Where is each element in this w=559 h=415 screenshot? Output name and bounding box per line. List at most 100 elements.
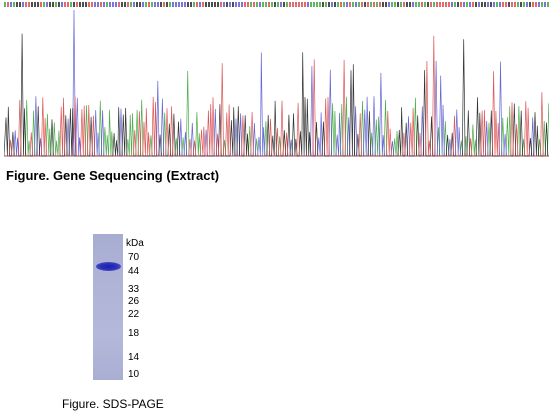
base-call-mark [91, 2, 93, 7]
base-call-mark [196, 2, 198, 7]
chromatogram-traces [4, 9, 549, 157]
base-call-mark [103, 2, 105, 7]
base-call-mark [67, 2, 69, 7]
base-call-mark [52, 2, 54, 7]
base-call-mark [202, 2, 204, 7]
base-call-mark [469, 2, 471, 7]
base-call-mark [208, 2, 210, 7]
base-call-mark [442, 2, 444, 7]
base-call-row [4, 2, 549, 7]
sds-page-gel: kDa 70 44 33 26 22 18 14 10 [88, 230, 228, 390]
base-call-mark [499, 2, 501, 7]
base-call-mark [445, 2, 447, 7]
base-call-mark [397, 2, 399, 7]
base-call-mark [124, 2, 126, 7]
base-call-mark [61, 2, 63, 7]
base-call-mark [241, 2, 243, 7]
marker-label: 22 [128, 309, 140, 320]
base-call-mark [238, 2, 240, 7]
base-call-mark [130, 2, 132, 7]
base-call-mark [370, 2, 372, 7]
base-call-mark [73, 2, 75, 7]
base-call-mark [22, 2, 24, 7]
base-call-mark [493, 2, 495, 7]
base-call-mark [367, 2, 369, 7]
base-call-mark [310, 2, 312, 7]
base-call-mark [205, 2, 207, 7]
marker-label: 70 [128, 252, 140, 263]
base-call-mark [385, 2, 387, 7]
base-call-mark [430, 2, 432, 7]
base-call-mark [55, 2, 57, 7]
base-call-mark [70, 2, 72, 7]
base-call-mark [106, 2, 108, 7]
base-call-mark [232, 2, 234, 7]
marker-label: 26 [128, 296, 140, 307]
base-call-mark [115, 2, 117, 7]
base-call-mark [328, 2, 330, 7]
base-call-mark [373, 2, 375, 7]
base-call-mark [523, 2, 525, 7]
base-call-mark [187, 2, 189, 7]
base-call-mark [475, 2, 477, 7]
base-call-mark [265, 2, 267, 7]
base-call-mark [289, 2, 291, 7]
base-call-mark [379, 2, 381, 7]
base-call-mark [415, 2, 417, 7]
base-call-mark [76, 2, 78, 7]
base-call-mark [304, 2, 306, 7]
base-call-mark [40, 2, 42, 7]
base-call-mark [7, 2, 9, 7]
base-call-mark [274, 2, 276, 7]
base-call-mark [508, 2, 510, 7]
sds-page-caption: Figure. SDS-PAGE [62, 397, 164, 411]
kda-label: kDa [126, 238, 144, 249]
base-call-mark [82, 2, 84, 7]
base-call-mark [487, 2, 489, 7]
base-call-mark [538, 2, 540, 7]
base-call-mark [25, 2, 27, 7]
base-call-mark [502, 2, 504, 7]
base-call-mark [37, 2, 39, 7]
gel-lane [93, 234, 123, 380]
base-call-mark [478, 2, 480, 7]
base-call-mark [184, 2, 186, 7]
base-call-mark [541, 2, 543, 7]
base-call-mark [313, 2, 315, 7]
base-call-mark [280, 2, 282, 7]
base-call-mark [49, 2, 51, 7]
base-call-mark [355, 2, 357, 7]
base-call-mark [88, 2, 90, 7]
base-call-mark [19, 2, 21, 7]
base-call-mark [64, 2, 66, 7]
base-call-mark [322, 2, 324, 7]
base-call-mark [4, 2, 6, 7]
base-call-mark [235, 2, 237, 7]
base-call-mark [211, 2, 213, 7]
base-call-mark [472, 2, 474, 7]
base-call-mark [544, 2, 546, 7]
base-call-mark [331, 2, 333, 7]
marker-label: 18 [128, 328, 140, 339]
base-call-mark [511, 2, 513, 7]
base-call-mark [220, 2, 222, 7]
base-call-mark [505, 2, 507, 7]
base-call-mark [121, 2, 123, 7]
base-call-mark [526, 2, 528, 7]
base-call-mark [112, 2, 114, 7]
base-call-mark [214, 2, 216, 7]
base-call-mark [361, 2, 363, 7]
base-call-mark [271, 2, 273, 7]
base-call-mark [334, 2, 336, 7]
marker-label: 10 [128, 369, 140, 380]
base-call-mark [172, 2, 174, 7]
base-call-mark [319, 2, 321, 7]
base-call-mark [16, 2, 18, 7]
base-call-mark [217, 2, 219, 7]
base-call-mark [145, 2, 147, 7]
base-call-mark [166, 2, 168, 7]
base-call-mark [157, 2, 159, 7]
base-call-mark [190, 2, 192, 7]
base-call-mark [154, 2, 156, 7]
base-call-mark [427, 2, 429, 7]
